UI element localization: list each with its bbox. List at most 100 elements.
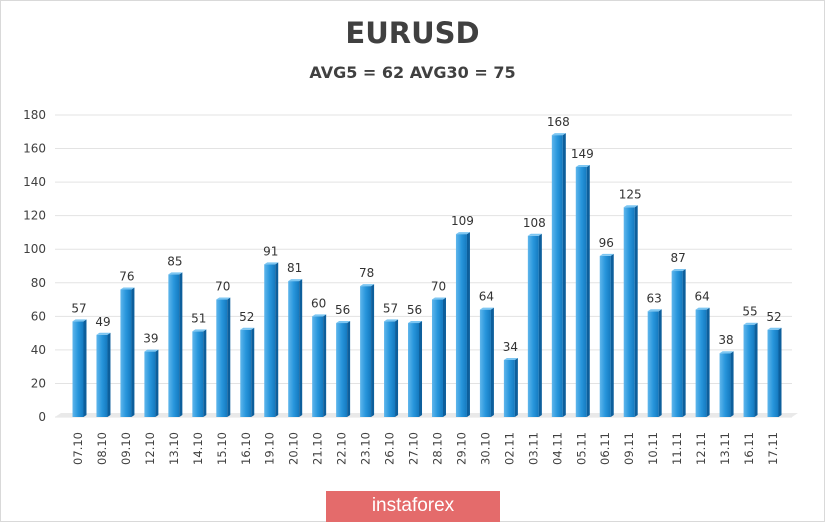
x-tick-label: 06.11 <box>598 432 612 465</box>
bar-side <box>323 314 327 417</box>
bar-face <box>72 321 84 417</box>
bar-side <box>275 262 279 417</box>
bar-face <box>743 324 755 417</box>
bar <box>240 327 255 417</box>
bar <box>336 321 351 417</box>
bar-side <box>371 284 375 417</box>
bar-face <box>671 271 683 417</box>
bar-side <box>682 269 686 417</box>
watermark-logo: instaforex <box>326 491 500 522</box>
bar-face <box>264 264 276 417</box>
bar-face <box>408 323 420 417</box>
x-tick-label: 08.10 <box>95 432 109 465</box>
data-label: 70 <box>215 280 230 294</box>
bar-top <box>623 205 638 208</box>
bar-top <box>719 351 734 354</box>
bar-top <box>527 233 542 236</box>
bar-top <box>408 321 423 324</box>
bar-face <box>120 289 132 417</box>
bar-top <box>216 297 231 300</box>
bar <box>719 351 734 417</box>
bar-top <box>96 332 111 335</box>
data-label: 70 <box>431 280 446 294</box>
bar-face <box>384 321 396 417</box>
bar-top <box>120 287 135 290</box>
bar <box>312 314 327 417</box>
bar-top <box>336 321 351 324</box>
bar-side <box>419 321 423 417</box>
x-tick-label: 13.11 <box>718 432 732 465</box>
bar-face <box>599 255 611 417</box>
bar <box>288 279 303 417</box>
bar-face <box>288 281 300 417</box>
bar-face <box>695 309 707 417</box>
y-tick-label: 80 <box>31 276 46 290</box>
bar-side <box>466 232 470 417</box>
y-tick-label: 140 <box>23 175 46 189</box>
bar-top <box>767 327 782 330</box>
bar-face <box>312 316 324 417</box>
bar <box>455 232 470 417</box>
bar-side <box>706 307 710 417</box>
bar-face <box>96 334 108 417</box>
bar-top <box>192 329 207 332</box>
data-label: 108 <box>523 216 546 230</box>
y-tick-label: 60 <box>31 309 46 323</box>
bar-face <box>336 323 348 417</box>
x-tick-label: 05.11 <box>574 432 588 465</box>
bar-side <box>131 287 135 417</box>
x-tick-label: 12.10 <box>143 432 157 465</box>
bar-face <box>216 299 228 417</box>
bar <box>192 329 207 417</box>
x-tick-label: 13.10 <box>167 432 181 465</box>
bar <box>599 253 614 417</box>
bar-face <box>479 309 491 417</box>
y-tick-label: 40 <box>31 343 46 357</box>
chart-title: EURUSD <box>345 16 480 50</box>
bar-top <box>264 262 279 265</box>
bar-top <box>360 284 375 287</box>
x-tick-label: 21.10 <box>311 432 325 465</box>
bar-side <box>538 233 542 417</box>
bar-side <box>490 307 494 417</box>
data-label: 81 <box>287 261 302 275</box>
bar <box>503 357 518 417</box>
data-label: 78 <box>359 266 374 280</box>
data-label: 87 <box>670 251 685 265</box>
bar-face <box>719 353 731 417</box>
data-label: 52 <box>239 310 254 324</box>
bar-side <box>107 332 111 417</box>
bar-top <box>384 319 399 322</box>
x-tick-label: 30.10 <box>478 432 492 465</box>
data-label: 34 <box>503 340 518 354</box>
bar-face <box>168 274 180 417</box>
data-label: 56 <box>335 303 350 317</box>
bar-side <box>634 205 638 417</box>
bar-top <box>479 307 494 310</box>
bar <box>216 297 231 417</box>
bar-side <box>778 327 782 417</box>
data-label: 76 <box>119 269 134 283</box>
x-tick-label: 14.10 <box>191 432 205 465</box>
bar <box>384 319 399 417</box>
bar-top <box>647 309 662 312</box>
bar-top <box>455 232 470 235</box>
bar-face <box>144 351 156 417</box>
x-tick-label: 04.11 <box>550 432 564 465</box>
bar-top <box>312 314 327 317</box>
bar-top <box>431 297 446 300</box>
data-label: 85 <box>167 254 182 268</box>
bar-side <box>586 165 590 417</box>
bar-top <box>72 319 87 322</box>
bar <box>527 233 542 417</box>
bar-face <box>431 299 443 417</box>
bar-side <box>610 253 614 417</box>
x-tick-label: 27.10 <box>407 432 421 465</box>
x-tick-label: 19.10 <box>263 432 277 465</box>
bar-top <box>575 165 590 168</box>
bar-side <box>658 309 662 417</box>
data-label: 56 <box>407 303 422 317</box>
bar-side <box>251 327 255 417</box>
bar-top <box>551 133 566 136</box>
